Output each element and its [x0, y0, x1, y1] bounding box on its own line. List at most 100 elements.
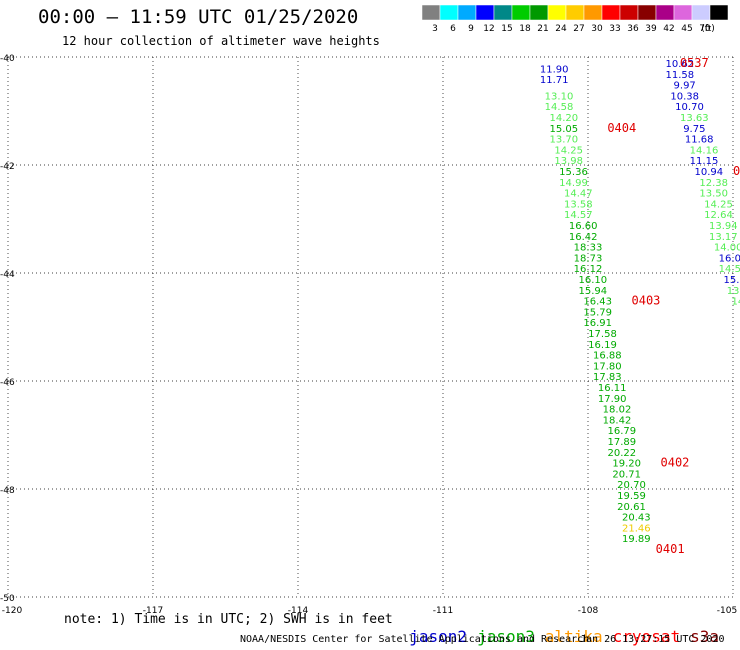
colorbar-label: 15 [501, 24, 512, 34]
pass-time-label: 0404 [607, 121, 636, 135]
wave-height-value: 18.42 [603, 415, 632, 426]
wave-height-value: 16.43 [583, 297, 612, 308]
wave-height-value: 10.70 [675, 102, 704, 113]
legend-jason2: jason2 [409, 627, 468, 646]
wave-height-value: 14.25 [554, 145, 583, 156]
wave-height-value: 14.00 [714, 243, 740, 254]
colorbar-swatch [709, 4, 729, 21]
wave-height-value: 10.94 [695, 167, 724, 178]
wave-height-value: 11.90 [540, 64, 569, 75]
wave-height-value: 15.69 [724, 275, 740, 286]
wave-height-value: 16.19 [588, 340, 617, 351]
lat-tick-label: -48 [0, 486, 15, 496]
lon-tick-label: -111 [433, 606, 453, 616]
colorbar: 3 6 9 12 15 18 21 24 27 30 33 36 39 42 45 70(ft) [421, 4, 729, 34]
colorbar-label: 3 [432, 24, 438, 34]
wave-height-value: 16.88 [593, 351, 622, 362]
wave-height-value: 9.97 [674, 81, 696, 92]
colorbar-label: 33 [609, 24, 620, 34]
lon-tick-label: -120 [2, 606, 23, 616]
wave-height-value: 14.99 [559, 178, 588, 189]
wave-height-value: 13.63 [680, 113, 709, 124]
wave-height-value: 15.36 [559, 167, 588, 178]
wave-height-value: 17.83 [593, 372, 622, 383]
datestamp: Jan 26 13:27:15 UTC 2020 [580, 634, 725, 645]
lat-tick-label: -44 [0, 270, 15, 280]
wave-height-value: 11.58 [666, 70, 695, 81]
colorbar-label: 70 [699, 24, 711, 34]
wave-height-value: 14.47 [564, 189, 593, 200]
wave-height-value: 14.20 [550, 113, 579, 124]
wave-height-value: 10.38 [670, 91, 699, 102]
lat-tick-label: -50 [0, 594, 15, 604]
wave-height-value: 15.94 [579, 286, 608, 297]
wave-height-value: 14.51 [719, 264, 740, 275]
wave-height-value: 10.62 [666, 59, 695, 70]
wave-height-value: 12.64 [704, 210, 733, 221]
legend-cryosat: cryosat [612, 627, 681, 646]
wave-height-value: 11.71 [540, 75, 569, 86]
lon-tick-label: -108 [578, 606, 599, 616]
colorbar-label: 24 [555, 24, 567, 34]
wave-height-value: 14.57 [564, 210, 593, 221]
note: note: 1) Time is in UTC; 2) SWH is in fe… [64, 612, 393, 627]
colorbar-label: 6 [450, 24, 456, 34]
wave-height-value: 14.16 [690, 145, 719, 156]
wave-height-value: 20.71 [612, 469, 641, 480]
wave-height-value: 17.80 [593, 361, 622, 372]
legend-altika: altika [544, 627, 603, 646]
wave-height-value: 16.10 [579, 275, 608, 286]
lat-tick-label: -42 [0, 162, 15, 172]
wave-height-value: 17.58 [588, 329, 617, 340]
colorbar-label: 36 [627, 24, 639, 34]
colorbar-label: 27 [573, 24, 584, 34]
pass-time-label: 0403 [632, 294, 661, 308]
lon-tick-label: -105 [717, 606, 737, 616]
colorbar-label: 45 [681, 24, 692, 34]
wave-height-value: 12.38 [699, 178, 728, 189]
wave-height-value: 16.91 [583, 318, 612, 329]
wave-height-value: 15.79 [583, 307, 612, 318]
wave-height-value: 13.94 [709, 221, 738, 232]
pass-time-label: 0537 [680, 56, 709, 70]
subtitle: 12 hour collection of altimeter wave hei… [62, 34, 380, 48]
wave-height-value: 17.90 [598, 394, 627, 405]
wave-height-value: 20.61 [617, 502, 646, 513]
wave-height-value: 16.12 [574, 264, 603, 275]
satellite-legend: jason2 jason3 altika cryosat s3a [390, 608, 729, 646]
colorbar-label: 21 [537, 24, 548, 34]
wave-height-value: 13.10 [545, 91, 574, 102]
wave-height-value: 13.3 [727, 286, 740, 297]
wave-height-value: 14.25 [704, 199, 733, 210]
wave-height-value: 13.70 [550, 135, 579, 146]
lat-tick-label: -40 [0, 54, 15, 64]
colorbar-label: 18 [519, 24, 531, 34]
wave-height-value: 20.70 [617, 480, 646, 491]
pass-time-label: 0536 [733, 164, 740, 178]
wave-height-value: 19.59 [617, 491, 646, 502]
wave-height-value: 11.15 [690, 156, 719, 167]
pass-time-label: 0401 [656, 542, 685, 556]
lat-tick-label: -46 [0, 378, 15, 388]
wave-height-value: 13.58 [564, 199, 593, 210]
credit: NOAA/NESDIS Center for Satellite Applica… [240, 634, 590, 645]
lon-tick-label: -114 [288, 606, 309, 616]
wave-height-value: 20.22 [608, 448, 637, 459]
wave-height-value: 16.42 [569, 232, 598, 243]
wave-height-value: 16.60 [569, 221, 598, 232]
wave-height-value: 20.43 [622, 513, 651, 524]
colorbar-label: 39 [645, 24, 657, 34]
legend-s3a: s3a [690, 627, 719, 646]
wave-height-value: 9.75 [683, 124, 705, 135]
page-title: 00:00 — 11:59 UTC 01/25/2020 [38, 6, 359, 28]
wave-height-value: 18.73 [574, 253, 603, 264]
pass-time-label: 0402 [661, 456, 690, 470]
wave-height-value: 15.05 [550, 124, 579, 135]
colorbar-label: 9 [468, 24, 474, 34]
wave-height-value: 14.8 [732, 297, 740, 308]
wave-height-value: 16.05 [719, 253, 740, 264]
wave-height-value: 14.58 [545, 102, 574, 113]
wave-height-value: 18.02 [603, 405, 632, 416]
colorbar-label: 12 [483, 24, 494, 34]
